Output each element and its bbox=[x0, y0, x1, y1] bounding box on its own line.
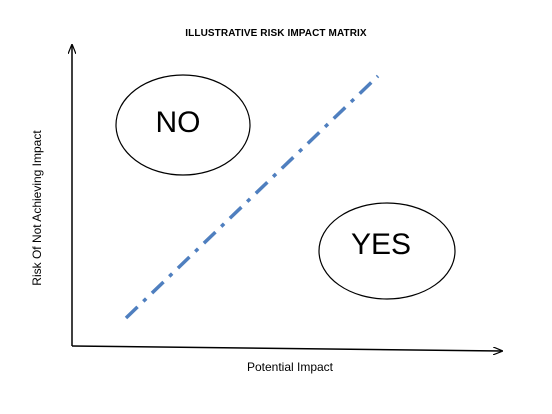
no-region-label: NO bbox=[155, 106, 201, 139]
yes-region-ellipse bbox=[318, 202, 456, 300]
no-region-ellipse bbox=[115, 74, 251, 176]
x-axis bbox=[71, 345, 501, 351]
yes-region-label: YES bbox=[350, 228, 412, 261]
divider-line bbox=[124, 74, 380, 320]
x-axis-label: Potential Impact bbox=[246, 360, 334, 374]
y-axis-label: Risk Of Not Achieving Impact bbox=[30, 130, 44, 286]
diagram-title: ILLUSTRATIVE RISK IMPACT MATRIX bbox=[185, 28, 367, 39]
